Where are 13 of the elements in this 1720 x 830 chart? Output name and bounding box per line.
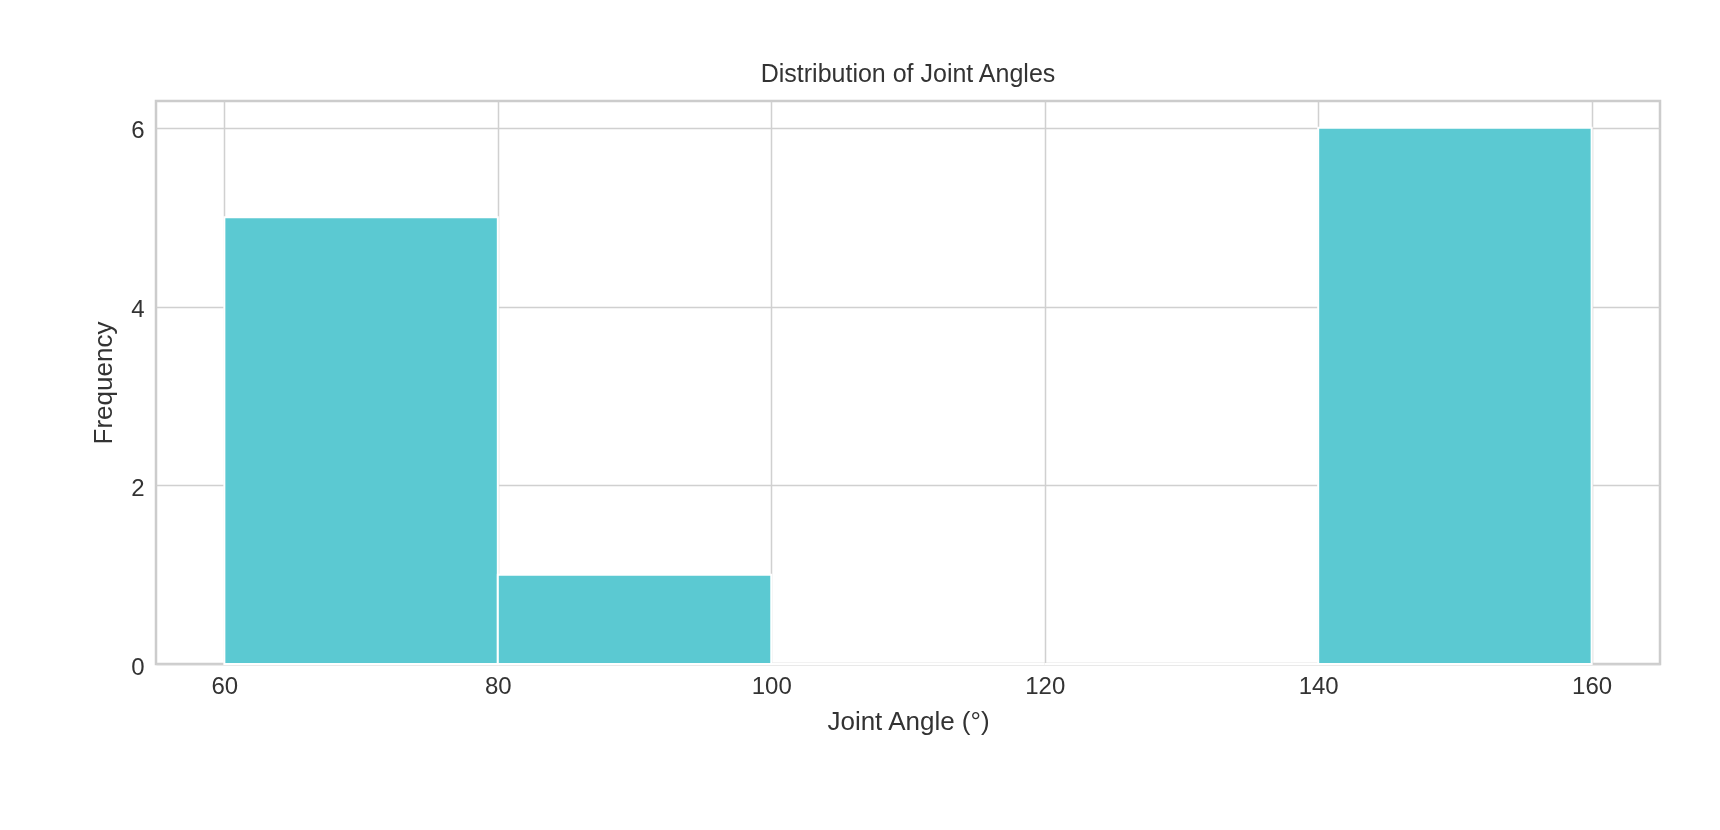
y-tick-label: 4 (131, 295, 145, 323)
x-axis-title: Joint Angle (°) (827, 705, 990, 736)
x-tick-label: 100 (751, 671, 792, 699)
x-tick-label: 60 (211, 671, 239, 699)
y-axis-title: Frequency (88, 321, 119, 445)
x-tick-label: 80 (484, 671, 512, 699)
x-tick-label: 160 (1572, 671, 1613, 699)
x-tick-label: 140 (1298, 671, 1339, 699)
x-tick-label: 120 (1025, 671, 1066, 699)
y-tick-label: 2 (131, 473, 145, 501)
y-tick-label: 0 (131, 652, 145, 680)
chart-title: Distribution of Joint Angles (760, 59, 1056, 87)
y-tick-label: 6 (131, 116, 145, 144)
